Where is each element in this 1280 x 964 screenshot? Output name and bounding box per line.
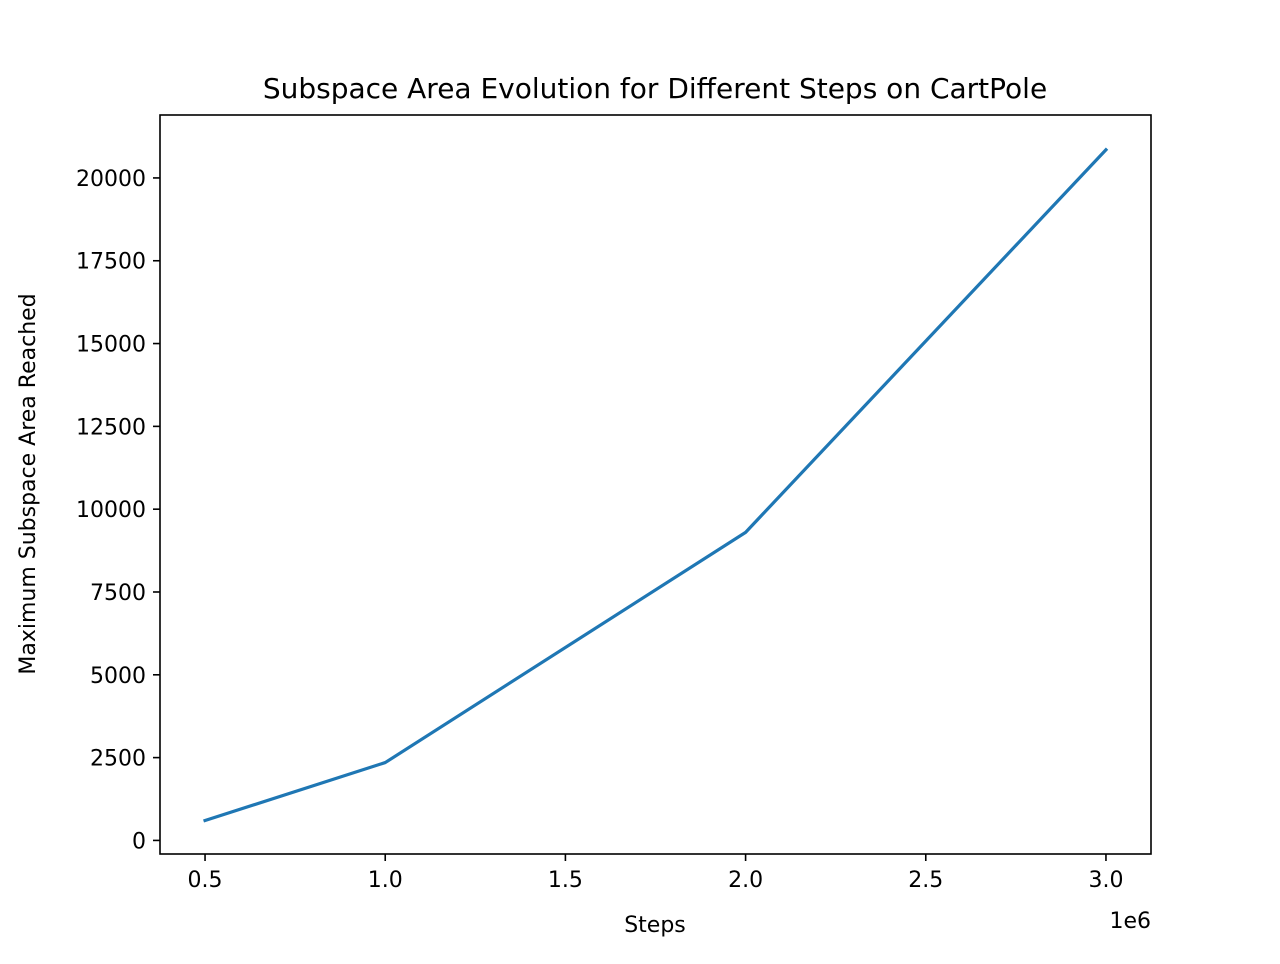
- y-tick-label: 17500: [76, 250, 146, 275]
- x-axis-label: Steps: [624, 913, 686, 938]
- x-tick-label: 1.0: [368, 868, 403, 893]
- y-tick-label: 12500: [76, 415, 146, 440]
- x-tick-label: 1.5: [548, 868, 583, 893]
- y-tick-label: 5000: [90, 664, 146, 689]
- chart-title: Subspace Area Evolution for Different St…: [263, 72, 1047, 105]
- x-tick-label: 0.5: [188, 868, 223, 893]
- y-tick-label: 7500: [90, 581, 146, 606]
- y-tick-label: 2500: [90, 747, 146, 772]
- x-tick-label: 2.5: [908, 868, 943, 893]
- y-tick-label: 0: [132, 829, 146, 854]
- x-tick-label: 2.0: [728, 868, 763, 893]
- x-tick-label: 3.0: [1088, 868, 1123, 893]
- y-tick-label: 20000: [76, 167, 146, 192]
- y-tick-label: 10000: [76, 498, 146, 523]
- y-tick-label: 15000: [76, 333, 146, 358]
- x-axis-offset-label: 1e6: [1109, 909, 1151, 934]
- y-axis-label: Maximum Subspace Area Reached: [16, 293, 41, 674]
